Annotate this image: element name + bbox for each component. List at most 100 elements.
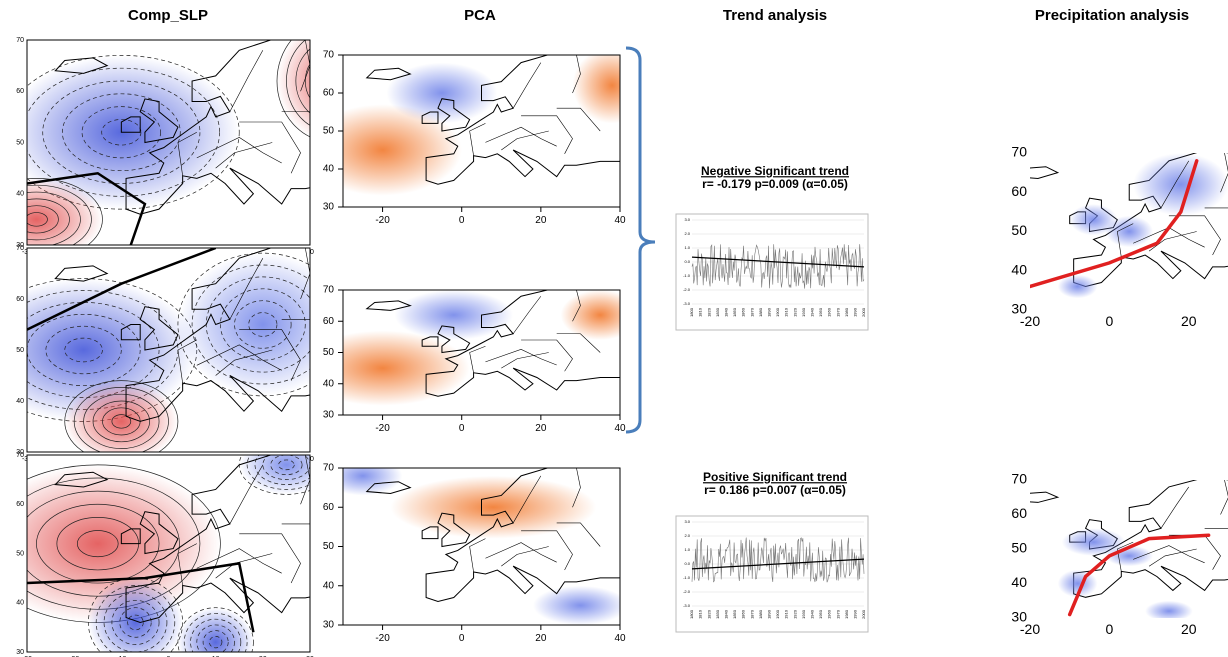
x-tick-label: 1970 [835, 609, 840, 619]
contour [234, 300, 292, 349]
coastline [437, 512, 471, 548]
map-frame [26, 454, 311, 653]
y-tick-label: -1.0 [683, 575, 691, 580]
contour [202, 630, 229, 652]
border [1220, 153, 1228, 193]
field-anomaly [27, 278, 197, 422]
border [215, 142, 273, 169]
x-tick-label: 1950 [818, 609, 823, 619]
contour [276, 40, 310, 138]
x-tick-label: 40 [614, 215, 626, 226]
coastline [365, 67, 412, 81]
x-tick-label: 1850 [732, 307, 737, 317]
y-tick-label: 40 [323, 580, 335, 591]
y-tick-label: -2.0 [683, 589, 691, 594]
series [691, 537, 865, 583]
y-tick-label: 40 [16, 600, 24, 607]
y-tick-label: 60 [16, 88, 24, 95]
coastline [421, 111, 439, 124]
coastline [54, 265, 109, 282]
border [556, 107, 601, 132]
border [281, 319, 310, 320]
border [177, 339, 197, 384]
zero-contour [27, 561, 255, 633]
border [229, 258, 264, 320]
field-anomaly [343, 330, 470, 406]
coastline [125, 455, 310, 623]
x-tick-label: 1860 [741, 609, 746, 619]
x-tick-label: 0 [459, 423, 465, 434]
x-tick-label: 1960 [827, 609, 832, 619]
x-tick-label: 0 [1105, 313, 1113, 329]
field-anomaly [390, 475, 597, 539]
precip-anomaly [1145, 600, 1193, 618]
border [177, 131, 197, 176]
x-tick-label: 1940 [809, 307, 814, 317]
contour [92, 400, 150, 443]
x-tick-label: 1920 [792, 307, 797, 317]
contour [220, 288, 306, 361]
border [512, 62, 542, 109]
x-tick-label: 1990 [852, 609, 857, 619]
x-tick-label: 1840 [723, 609, 728, 619]
y-tick-label: 30 [16, 449, 24, 456]
trend-line [691, 558, 865, 570]
border [512, 296, 542, 334]
coastline [437, 325, 471, 354]
x-tick-label: 1880 [758, 307, 763, 317]
y-tick-label: 60 [16, 296, 24, 303]
border [469, 538, 486, 573]
x-tick-label: 1990 [852, 307, 857, 317]
y-tick-label: -3.0 [683, 603, 691, 608]
contour [27, 302, 160, 398]
y-tick-label: 60 [1011, 505, 1027, 521]
contour [278, 459, 295, 471]
coastline [365, 481, 412, 495]
border [1148, 231, 1197, 252]
field-anomaly [64, 380, 178, 452]
border [196, 137, 282, 164]
border [1148, 548, 1197, 567]
border [1220, 480, 1228, 515]
contour [177, 252, 310, 397]
border [485, 542, 557, 563]
field-anomaly [343, 468, 403, 496]
x-tick-label: 1970 [835, 307, 840, 317]
border [300, 40, 310, 92]
y-tick-label: 30 [1011, 609, 1027, 625]
x-tick-label: 20 [535, 215, 547, 226]
x-tick-label: 1820 [706, 307, 711, 317]
contour [196, 624, 235, 652]
series [691, 244, 865, 289]
x-tick-label: 20 [1181, 621, 1197, 637]
x-tick-label: 1850 [732, 609, 737, 619]
y-tick-label: 30 [323, 620, 335, 631]
x-tick-label: 20 [535, 423, 547, 434]
coastline [54, 471, 109, 488]
x-tick-label: 0 [459, 633, 465, 644]
contour [27, 67, 220, 197]
contour [95, 585, 176, 652]
contour [248, 312, 278, 337]
contour [27, 205, 59, 234]
contour [64, 337, 103, 363]
bracket [625, 46, 656, 434]
coastline [421, 526, 439, 540]
map-panel [343, 55, 620, 207]
x-tick-label: -20 [1020, 621, 1040, 637]
contour [101, 119, 142, 146]
contour [45, 325, 122, 375]
coastline [1030, 491, 1060, 503]
border [1133, 227, 1205, 248]
y-tick-label: 30 [323, 410, 335, 421]
contour [27, 212, 48, 227]
border [1133, 545, 1205, 564]
y-tick-label: -3.0 [683, 301, 691, 306]
field-anomaly [532, 585, 620, 625]
y-tick-label: 3.0 [684, 217, 690, 222]
x-tick-label: 1860 [741, 307, 746, 317]
map-panel [343, 290, 620, 415]
y-tick-label: 50 [323, 347, 335, 358]
border [485, 126, 557, 147]
